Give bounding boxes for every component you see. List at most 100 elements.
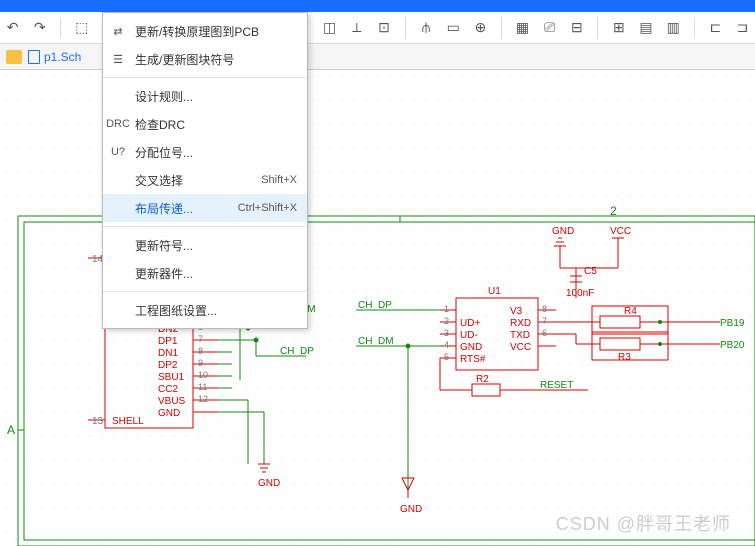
menu-label: 分配位号...	[135, 144, 289, 161]
menu-item[interactable]: ⇄ 更新/转换原理图到PCB	[103, 17, 307, 45]
svg-text:GND: GND	[400, 504, 422, 515]
svg-text:8: 8	[542, 304, 547, 314]
svg-text:7: 7	[198, 334, 203, 344]
svg-text:SHELL: SHELL	[112, 416, 144, 427]
tb-icon[interactable]: ▦	[516, 20, 529, 36]
svg-text:VCC: VCC	[610, 226, 631, 237]
menu-item[interactable]: U? 分配位号...	[103, 138, 307, 166]
tb-icon[interactable]: ▥	[667, 20, 680, 36]
svg-text:R3: R3	[618, 352, 631, 363]
menu-item[interactable]: 更新符号...	[103, 231, 307, 259]
svg-text:3: 3	[444, 328, 449, 338]
file-tab[interactable]: p1.Sch	[28, 50, 81, 64]
folder-icon[interactable]	[6, 50, 22, 64]
menu-sep	[103, 226, 307, 227]
menu-icon: DRC	[109, 118, 127, 130]
toolbar-sep	[60, 18, 61, 38]
svg-text:PB20: PB20	[720, 340, 745, 351]
menu-item[interactable]: 设计规则...	[103, 82, 307, 110]
menu-label: 更新器件...	[135, 265, 289, 282]
menu-item[interactable]: 交叉选择 Shift+X	[103, 166, 307, 194]
svg-text:SBU1: SBU1	[158, 372, 185, 383]
svg-text:9: 9	[198, 358, 203, 368]
svg-text:CC2: CC2	[158, 384, 178, 395]
menu-label: 工程图纸设置...	[135, 302, 289, 319]
svg-text:11: 11	[198, 382, 207, 392]
menu-item[interactable]: 更新器件...	[103, 259, 307, 287]
tb-icon[interactable]: ⎚	[543, 20, 556, 36]
tab-label: p1.Sch	[44, 50, 81, 64]
menu-sep	[103, 291, 307, 292]
tb-icon[interactable]: ⊟	[570, 20, 583, 36]
frame-2: 2	[610, 204, 617, 218]
menu-icon: ⇄	[109, 25, 127, 38]
svg-text:GND: GND	[552, 226, 574, 237]
svg-text:GND: GND	[158, 408, 180, 419]
svg-text:V3: V3	[510, 306, 523, 317]
tb-icon[interactable]: ↶	[6, 20, 19, 36]
toolbar-sep	[405, 18, 406, 38]
menu-label: 交叉选择	[135, 172, 253, 189]
svg-text:UD+: UD+	[460, 318, 480, 329]
svg-text:TXD: TXD	[510, 330, 530, 341]
svg-text:GND: GND	[258, 478, 280, 489]
svg-text:DP2: DP2	[158, 360, 178, 371]
svg-text:VBUS: VBUS	[158, 396, 186, 407]
tb-icon[interactable]: ▭	[447, 20, 460, 36]
svg-text:R2: R2	[476, 374, 489, 385]
tb-icon[interactable]: ⊐	[736, 20, 749, 36]
svg-text:CH_DM: CH_DM	[358, 336, 394, 347]
svg-text:CH_DP: CH_DP	[358, 300, 392, 311]
design-menu: ⇄ 更新/转换原理图到PCB ☰ 生成/更新图块符号 设计规则... DRC 检…	[102, 12, 308, 329]
svg-text:C5: C5	[584, 266, 597, 277]
svg-text:R4: R4	[624, 306, 637, 317]
svg-text:UD-: UD-	[460, 330, 478, 341]
svg-text:6: 6	[542, 328, 547, 338]
tb-icon[interactable]: ◫	[323, 20, 336, 36]
tb-icon[interactable]: ⊕	[474, 20, 487, 36]
menu-item[interactable]: ☰ 生成/更新图块符号	[103, 45, 307, 73]
menu-sep	[103, 77, 307, 78]
toolbar-sep	[694, 18, 695, 38]
tb-icon[interactable]: ↷	[33, 20, 46, 36]
menu-item[interactable]: 布局传递... Ctrl+Shift+X	[103, 194, 307, 222]
svg-text:100nF: 100nF	[566, 288, 594, 299]
svg-text:GND: GND	[460, 342, 482, 353]
svg-text:RXD: RXD	[510, 318, 531, 329]
svg-text:7: 7	[542, 316, 547, 326]
tb-icon[interactable]: ⊡	[377, 20, 390, 36]
svg-text:8: 8	[198, 346, 203, 356]
frame-a: A	[7, 423, 15, 437]
menu-icon: ☰	[109, 53, 127, 66]
menu-label: 更新/转换原理图到PCB	[135, 23, 289, 40]
svg-text:12: 12	[198, 394, 208, 404]
tb-icon[interactable]: ⟂	[350, 20, 363, 36]
svg-text:RTS#: RTS#	[460, 354, 486, 365]
svg-text:1: 1	[444, 304, 449, 314]
tb-icon[interactable]: ⊞	[612, 20, 625, 36]
menubar	[0, 0, 755, 12]
tb-icon[interactable]: ⊏	[709, 20, 722, 36]
svg-text:DP1: DP1	[158, 336, 178, 347]
tb-icon[interactable]: ⫛	[419, 20, 432, 36]
doc-icon	[28, 50, 40, 64]
menu-label: 更新符号...	[135, 237, 289, 254]
menu-label: 检查DRC	[135, 116, 289, 133]
svg-text:4: 4	[444, 340, 449, 350]
menu-item[interactable]: 工程图纸设置...	[103, 296, 307, 324]
svg-text:U1: U1	[488, 286, 501, 297]
tb-icon[interactable]: ⬚	[75, 20, 88, 36]
svg-text:RESET: RESET	[540, 380, 573, 391]
svg-text:13: 13	[92, 416, 104, 427]
menu-label: 生成/更新图块符号	[135, 51, 289, 68]
menu-shortcut: Shift+X	[261, 174, 297, 186]
menu-item[interactable]: DRC 检查DRC	[103, 110, 307, 138]
tb-icon[interactable]: ▤	[639, 20, 652, 36]
menu-shortcut: Ctrl+Shift+X	[238, 202, 297, 214]
menu-icon: U?	[109, 146, 127, 158]
svg-text:5: 5	[444, 352, 449, 362]
svg-text:10: 10	[198, 370, 208, 380]
menu-label: 设计规则...	[135, 88, 289, 105]
menu-label: 布局传递...	[135, 200, 230, 217]
svg-text:CH_DP: CH_DP	[280, 346, 314, 357]
